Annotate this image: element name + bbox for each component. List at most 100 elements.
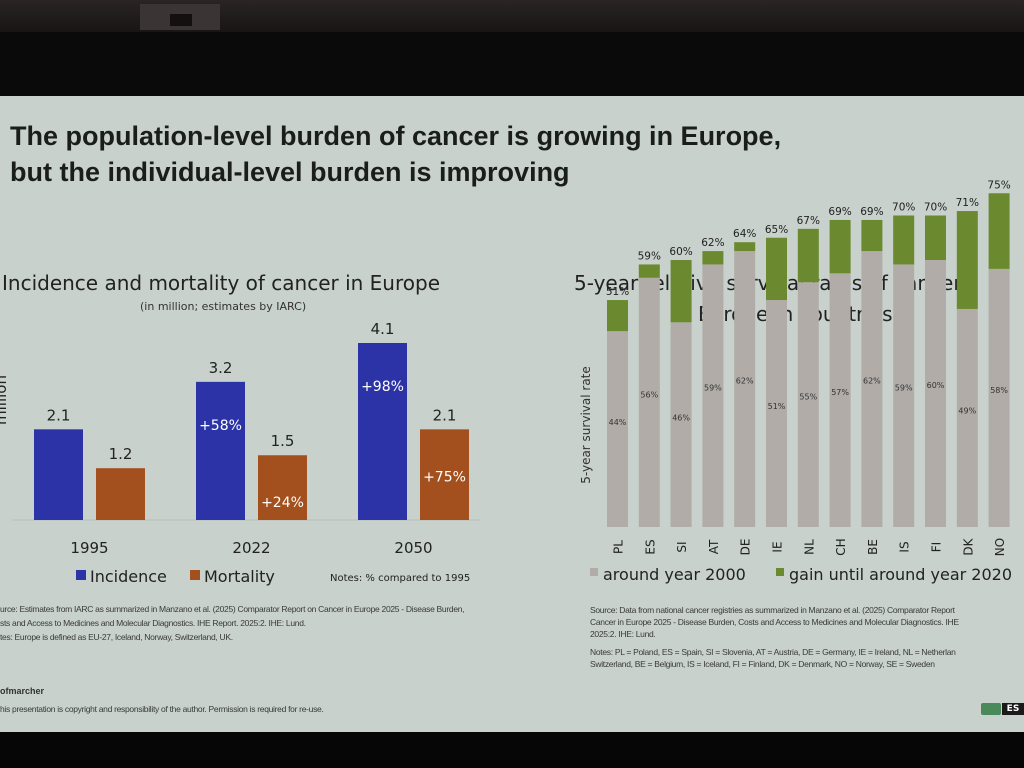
x-tick-label: 2050: [394, 539, 432, 557]
bar-gain-DE: [734, 242, 756, 252]
bar-value-label: 1.5: [271, 432, 295, 450]
baseline-value-label: 58%: [990, 386, 1008, 395]
left-chart-note: Notes: % compared to 1995: [330, 573, 470, 584]
bar-value-label: 3.2: [209, 359, 233, 377]
bar-value-label: 2.1: [47, 406, 71, 424]
bar-baseline-PL: [607, 331, 628, 527]
right-chart-title-line2: European countries: [698, 302, 893, 326]
logo-green-badge: [981, 703, 1001, 715]
right-source-line-3: 2025:2. IHE: Lund.: [590, 629, 656, 639]
author-name: ofmarcher: [0, 686, 45, 696]
right-notes-line-1: Notes: PL = Poland, ES = Spain, SI = Slo…: [590, 647, 956, 657]
bar-incidence-2050: [358, 343, 407, 520]
x-tick-label: IE: [771, 541, 785, 552]
left-source-line-2: sts and Access to Medicines and Molecula…: [0, 618, 306, 628]
baseline-value-label: 59%: [895, 383, 913, 392]
bar-gain-PL: [607, 300, 628, 332]
right-source-line-1: Source: Data from national cancer regist…: [590, 605, 955, 615]
bar-mortality-1995: [96, 468, 145, 520]
baseline-value-label: 44%: [609, 418, 627, 427]
baseline-value-label: 49%: [958, 407, 976, 416]
bar-mortality-2050: [420, 429, 469, 520]
total-value-label: 65%: [765, 224, 788, 236]
bar-value-label: 2.1: [433, 406, 457, 424]
slide-title: The population-level burden of cancer is…: [10, 121, 782, 187]
bar-value-label: 1.2: [109, 445, 133, 463]
legend-label-incidence: Incidence: [90, 567, 167, 586]
total-value-label: 62%: [701, 237, 724, 249]
bar-gain-SI: [670, 260, 692, 323]
x-tick-label: IS: [898, 541, 912, 552]
bar-baseline-SI: [670, 322, 692, 527]
total-value-label: 71%: [956, 197, 979, 209]
right-y-axis-label: 5-year survival rate: [579, 366, 593, 484]
total-value-label: 69%: [828, 206, 851, 218]
total-value-label: 60%: [669, 246, 692, 258]
baseline-value-label: 51%: [768, 402, 786, 411]
bar-gain-IS: [893, 215, 915, 265]
bar-baseline-NL: [797, 282, 819, 527]
x-tick-label: NO: [993, 538, 1007, 556]
legend-swatch-gain: [776, 568, 784, 576]
total-value-label: 69%: [860, 206, 883, 218]
x-tick-label: 2022: [232, 539, 270, 557]
bar-gain-AT: [702, 251, 724, 265]
bar-gain-DK: [956, 211, 978, 309]
left-chart-subtitle: (in million; estimates by IARC): [140, 300, 307, 313]
logo-dark-badge: ES: [1002, 703, 1024, 715]
x-tick-label: 1995: [70, 539, 108, 557]
x-tick-label: AT: [707, 539, 721, 554]
right-notes-line-2: Switzerland, BE = Belgium, IS = Iceland,…: [590, 659, 935, 669]
bar-baseline-ES: [638, 277, 660, 527]
legend-label-gain: gain until around year 2020: [789, 565, 1012, 584]
ceiling-fixture: [170, 14, 192, 26]
baseline-value-label: 62%: [736, 377, 754, 386]
bar-change-label: +58%: [199, 418, 242, 434]
x-tick-label: ES: [643, 539, 657, 554]
x-tick-label: SI: [675, 541, 689, 552]
copyright-notice: his presentation is copyright and respon…: [0, 704, 324, 714]
bar-baseline-DK: [956, 308, 978, 527]
bar-baseline-AT: [702, 264, 724, 527]
legend-label-mortality: Mortality: [204, 567, 275, 586]
left-source-line-1: urce: Estimates from IARC as summarized …: [0, 604, 465, 614]
x-tick-label: DE: [739, 539, 753, 556]
baseline-value-label: 55%: [799, 393, 817, 402]
baseline-value-label: 60%: [927, 381, 945, 390]
bar-gain-FI: [925, 215, 946, 260]
baseline-value-label: 59%: [704, 383, 722, 392]
survival-rates-chart: 5-year survival rate 51% 44% PL 59% 56% ES 60% 4…: [579, 179, 1012, 584]
bar-baseline-BE: [861, 251, 883, 527]
background-room: [0, 0, 1024, 32]
right-source-line-2: Cancer in Europe 2025 - Disease Burden, …: [590, 617, 959, 627]
x-tick-label: CH: [834, 538, 848, 555]
bar-mortality-2022: [258, 455, 307, 520]
left-y-axis-label: million: [0, 375, 10, 425]
total-value-label: 70%: [924, 202, 947, 214]
x-tick-label: PL: [612, 540, 626, 554]
total-value-label: 59%: [638, 250, 661, 262]
baseline-value-label: 46%: [672, 414, 690, 423]
total-value-label: 67%: [797, 215, 820, 227]
bar-baseline-CH: [829, 273, 851, 527]
legend-swatch-incidence: [76, 570, 86, 580]
bar-baseline-IS: [893, 264, 915, 527]
legend-swatch-baseline: [590, 568, 598, 576]
legend-swatch-mortality: [190, 570, 200, 580]
bar-gain-ES: [638, 264, 660, 278]
bar-change-label: +98%: [361, 379, 404, 395]
bar-baseline-NO: [988, 268, 1010, 527]
total-value-label: 70%: [892, 202, 915, 214]
x-tick-label: BE: [866, 539, 880, 555]
total-value-label: 51%: [606, 286, 629, 298]
baseline-value-label: 62%: [863, 377, 881, 386]
bar-incidence-1995: [34, 429, 83, 520]
left-notes-line: tes: Europe is defined as EU-27, Iceland…: [0, 632, 233, 642]
total-value-label: 75%: [987, 179, 1010, 191]
bar-gain-IE: [766, 237, 787, 301]
x-tick-label: NL: [802, 539, 816, 555]
screen-bottom-bezel: [0, 732, 1024, 768]
bar-gain-BE: [861, 219, 883, 252]
baseline-value-label: 56%: [640, 390, 658, 399]
bar-incidence-2022: [196, 381, 245, 520]
